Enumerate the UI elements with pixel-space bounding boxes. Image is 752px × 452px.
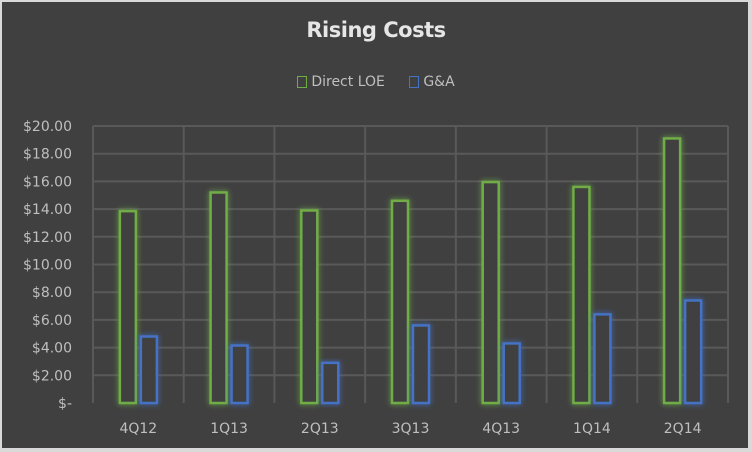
bar-ga xyxy=(230,344,249,405)
y-tick-label: $6.00 xyxy=(32,313,72,329)
bar-ga xyxy=(502,342,521,405)
bar-ga xyxy=(321,361,340,405)
x-tick-label: 2Q14 xyxy=(664,421,702,437)
legend-item-ga: G&A xyxy=(409,74,455,90)
bar-direct-loe xyxy=(209,191,228,405)
bar-direct-loe xyxy=(390,199,410,405)
bar-ga xyxy=(593,313,612,405)
y-tick-label: $4.00 xyxy=(32,341,72,357)
y-tick-label: $10.00 xyxy=(23,258,72,274)
bar-direct-loe xyxy=(662,137,682,405)
bar-ga xyxy=(139,335,159,405)
y-tick-label: $18.00 xyxy=(23,147,72,163)
chart-title: Rising Costs xyxy=(306,18,446,42)
y-tick-label: $14.00 xyxy=(23,202,72,218)
y-tick-label: $8.00 xyxy=(32,285,72,301)
x-tick-label: 4Q12 xyxy=(119,421,157,437)
bar-direct-loe xyxy=(300,209,319,405)
y-tick-label: $20.00 xyxy=(23,119,72,135)
x-tick-label: 1Q14 xyxy=(573,421,611,437)
y-tick-label: $- xyxy=(58,396,72,412)
x-tick-label: 3Q13 xyxy=(392,421,430,437)
legend-label-direct-loe: Direct LOE xyxy=(311,74,385,90)
bar-ga xyxy=(683,299,703,405)
legend-item-direct-loe: Direct LOE xyxy=(297,74,385,90)
bar-direct-loe xyxy=(118,209,138,405)
legend-swatch-direct-loe xyxy=(297,76,308,88)
y-tick-label: $16.00 xyxy=(23,174,72,190)
x-tick-label: 1Q13 xyxy=(210,421,248,437)
legend-swatch-ga xyxy=(409,76,420,88)
bar-direct-loe xyxy=(572,185,591,405)
legend: Direct LOE G&A xyxy=(0,74,752,92)
x-tick-label: 2Q13 xyxy=(301,421,339,437)
bar-ga xyxy=(411,324,431,405)
x-tick-label: 4Q13 xyxy=(482,421,520,437)
legend-label-ga: G&A xyxy=(423,74,455,90)
y-tick-label: $2.00 xyxy=(32,368,72,384)
y-tick-label: $12.00 xyxy=(23,230,72,246)
bar-direct-loe xyxy=(481,180,500,405)
